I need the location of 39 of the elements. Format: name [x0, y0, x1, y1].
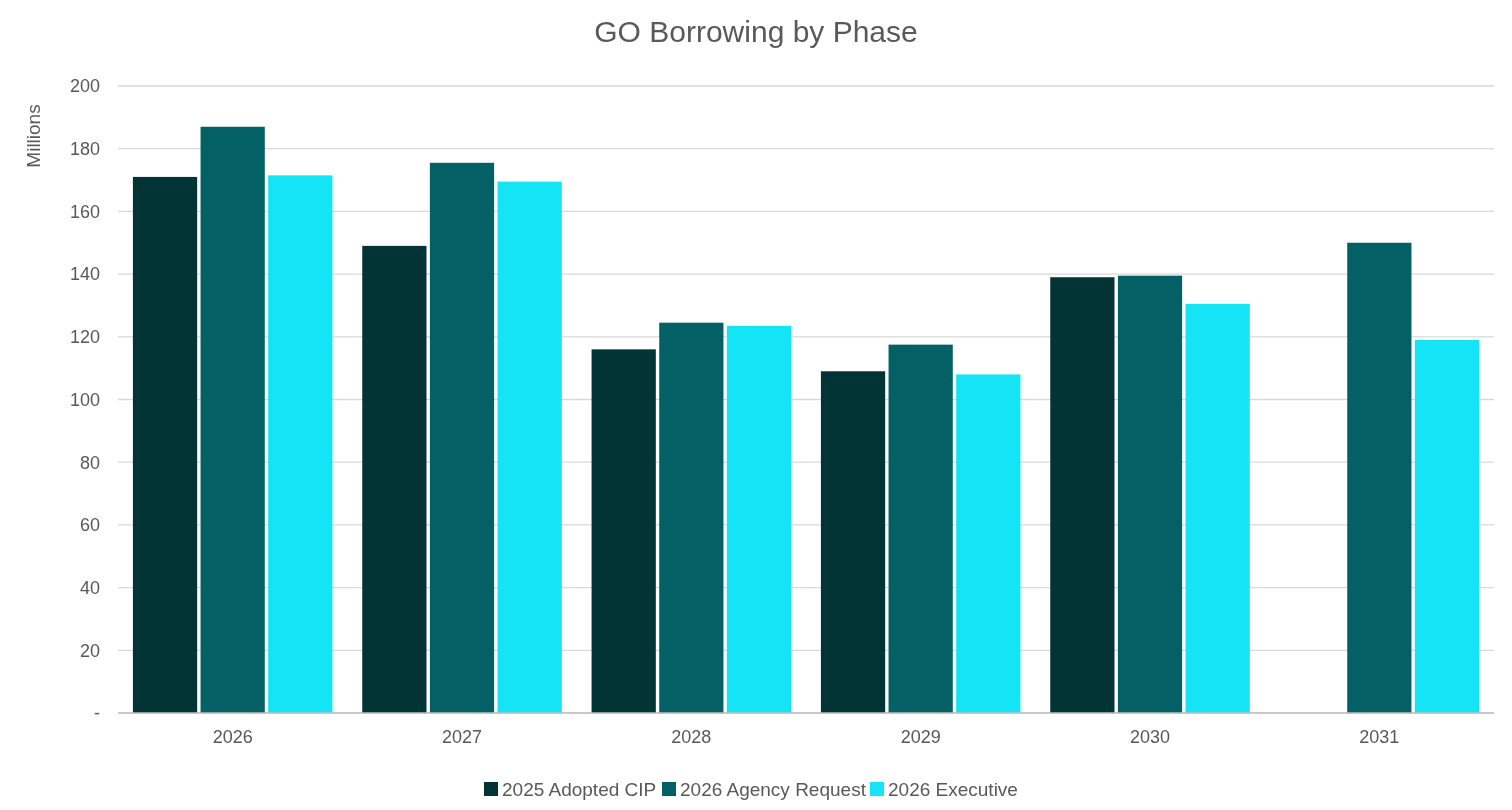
bar — [956, 374, 1021, 713]
bar — [1050, 277, 1115, 713]
chart-title: GO Borrowing by Phase — [594, 15, 918, 48]
bar — [591, 349, 656, 713]
bar — [268, 175, 333, 713]
bar — [497, 181, 562, 713]
legend-label: 2026 Agency Request — [680, 779, 867, 800]
y-tick-label: 180 — [69, 139, 100, 159]
bar — [888, 344, 953, 713]
bar — [362, 245, 427, 713]
y-tick-label: 20 — [79, 640, 100, 661]
x-tick-label: 2031 — [1359, 727, 1400, 747]
bar — [132, 176, 198, 713]
bar — [1347, 242, 1412, 713]
y-tick-label: 80 — [79, 452, 100, 473]
y-tick-label: - — [94, 703, 100, 724]
x-tick-label: 2028 — [671, 727, 712, 747]
y-tick-label: 120 — [69, 327, 100, 348]
x-tick-label: 2030 — [1129, 727, 1171, 747]
bar — [1185, 303, 1250, 713]
bar — [726, 325, 792, 713]
bar — [659, 322, 724, 713]
y-axis-title: Millions — [23, 104, 44, 168]
y-tick-label: 40 — [79, 577, 100, 598]
x-tick-label: 2026 — [212, 727, 253, 747]
legend-label: 2025 Adopted CIP — [502, 779, 657, 800]
y-tick-label: 160 — [69, 201, 100, 222]
legend-label: 2026 Executive — [888, 779, 1018, 800]
bar — [429, 162, 495, 713]
y-tick-label: 100 — [69, 389, 100, 410]
x-tick-label: 2027 — [441, 727, 483, 747]
y-tick-label: 140 — [69, 264, 100, 285]
bar — [1117, 275, 1183, 713]
bar — [820, 371, 886, 713]
bar — [200, 126, 265, 713]
y-tick-label: 200 — [69, 76, 100, 97]
y-tick-label: 60 — [79, 515, 100, 536]
bar — [1414, 339, 1480, 713]
x-tick-label: 2029 — [900, 727, 941, 747]
